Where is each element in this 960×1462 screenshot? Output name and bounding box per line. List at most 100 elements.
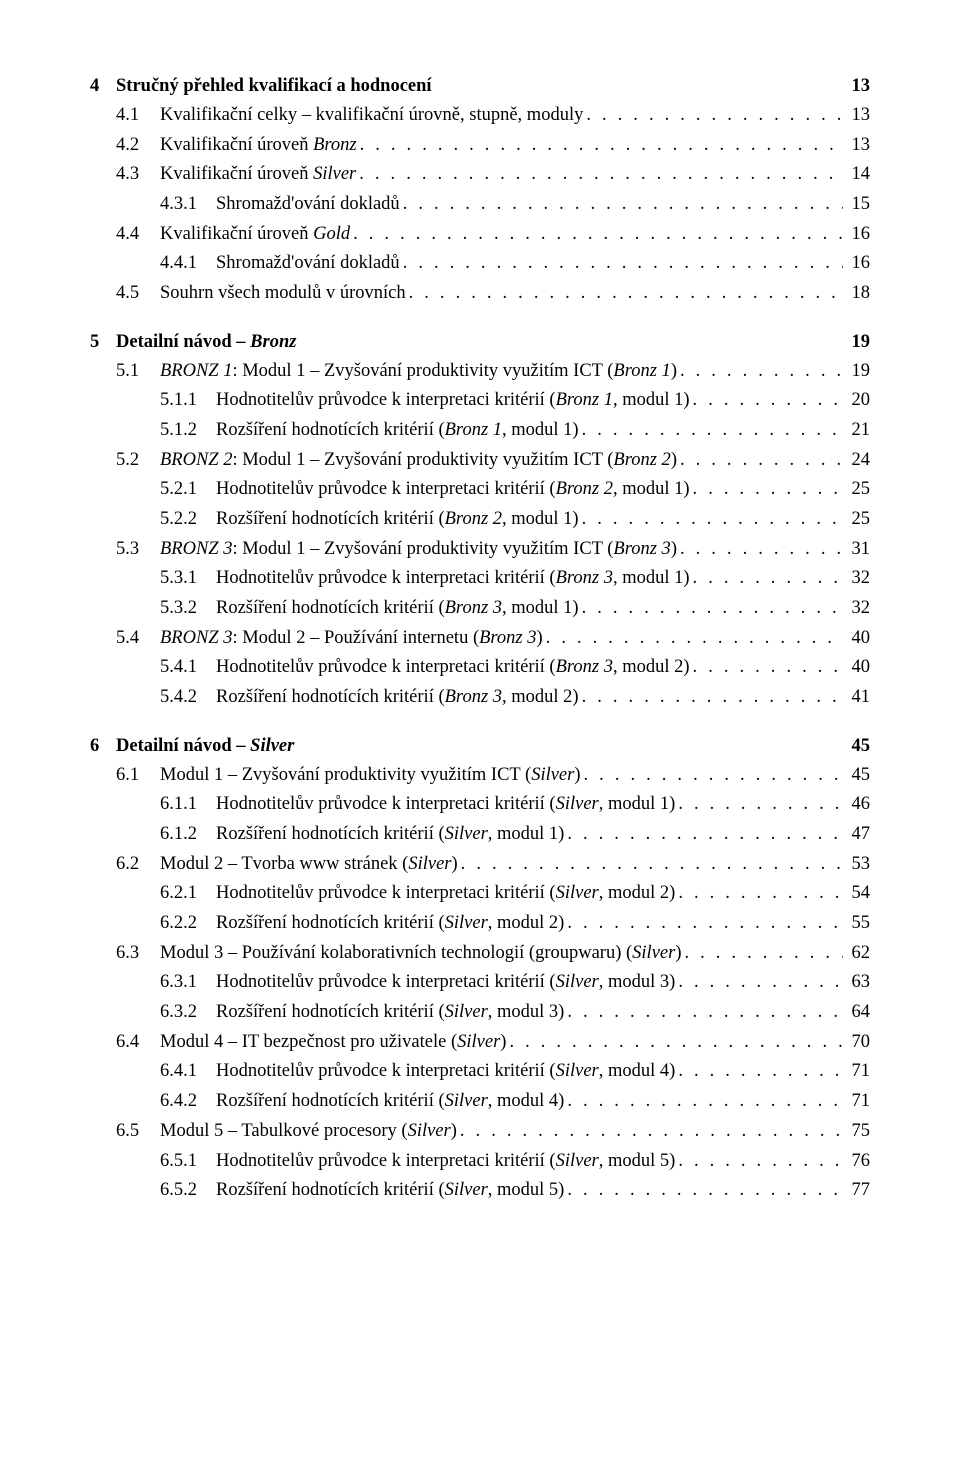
chapter-page: 45 (852, 736, 871, 757)
entry-page: 21 (846, 416, 871, 445)
leader-dots: . . . . . . . . . . . . . . . . . . . . … (359, 160, 842, 189)
entry-number: 5.3.2 (160, 594, 216, 623)
entry-number: 6.5.1 (160, 1147, 216, 1176)
chapter-title: Detailní návod – Silver (116, 736, 294, 757)
entry-number: 6.5 (116, 1117, 160, 1146)
entry-page: 77 (846, 1176, 871, 1205)
chapter-title: Detailní návod – Bronz (116, 332, 296, 353)
entry-number: 4.4.1 (160, 249, 216, 278)
entry-number: 5.2.2 (160, 505, 216, 534)
entry-label: Modul 5 – Tabulkové procesory (Silver) (160, 1117, 457, 1146)
entry-page: 45 (846, 761, 871, 790)
entry-page: 71 (846, 1057, 871, 1086)
entry-page: 19 (846, 357, 871, 386)
leader-dots: . . . . . . . . . . . . . . . . . . . . … (409, 279, 843, 308)
leader-dots: . . . . . . . . . . . . . . . . . . . . … (360, 131, 843, 160)
leader-dots: . . . . . . . . . . . . . . . . . . . . … (353, 220, 842, 249)
leader-dots: . . . . . . . . . . . . . . . . . . . . … (584, 761, 843, 790)
entry-number: 5.1 (116, 357, 160, 386)
toc-entry: 5.2BRONZ 2: Modul 1 – Zvyšování produkti… (90, 446, 870, 475)
entry-number: 6.1.2 (160, 820, 216, 849)
entry-label: Rozšíření hodnotících kritérií (Bronz 3,… (216, 594, 579, 623)
leader-dots: . . . . . . . . . . . . . . . . . . . . … (678, 968, 842, 997)
toc-entry: 4.3Kvalifikační úroveň Silver. . . . . .… (90, 160, 870, 189)
leader-dots: . . . . . . . . . . . . . . . . . . . . … (693, 386, 843, 415)
toc-entry: 4.3.1Shromažd'ování dokladů. . . . . . .… (90, 190, 870, 219)
toc-entry: 6.2.1Hodnotitelův průvodce k interpretac… (90, 879, 870, 908)
entry-number: 4.4 (116, 220, 160, 249)
toc-chapter: 5Detailní návod – Bronz19 (90, 332, 870, 353)
chapter-number: 5 (90, 332, 116, 353)
leader-dots: . . . . . . . . . . . . . . . . . . . . … (567, 909, 842, 938)
leader-dots: . . . . . . . . . . . . . . . . . . . . … (680, 446, 843, 475)
chapter-title: Stručný přehled kvalifikací a hodnocení (116, 76, 432, 97)
leader-dots: . . . . . . . . . . . . . . . . . . . . … (678, 1147, 842, 1176)
entry-label: Hodnotitelův průvodce k interpretaci kri… (216, 1057, 675, 1086)
leader-dots: . . . . . . . . . . . . . . . . . . . . … (693, 653, 843, 682)
leader-dots: . . . . . . . . . . . . . . . . . . . . … (567, 998, 842, 1027)
entry-page: 75 (846, 1117, 871, 1146)
leader-dots: . . . . . . . . . . . . . . . . . . . . … (678, 879, 842, 908)
entry-number: 5.3.1 (160, 564, 216, 593)
entry-label: Hodnotitelův průvodce k interpretaci kri… (216, 564, 690, 593)
entry-number: 6.3.2 (160, 998, 216, 1027)
toc-entry: 4.1Kvalifikační celky – kvalifikační úro… (90, 101, 870, 130)
entry-label: Rozšíření hodnotících kritérií (Bronz 1,… (216, 416, 579, 445)
entry-number: 4.3 (116, 160, 160, 189)
leader-dots: . . . . . . . . . . . . . . . . . . . . … (582, 505, 843, 534)
entry-number: 6.1.1 (160, 790, 216, 819)
toc-entry: 6.4.1Hodnotitelův průvodce k interpretac… (90, 1057, 870, 1086)
entry-page: 53 (846, 850, 871, 879)
entry-number: 5.4.1 (160, 653, 216, 682)
entry-label: Hodnotitelův průvodce k interpretaci kri… (216, 1147, 675, 1176)
leader-dots: . . . . . . . . . . . . . . . . . . . . … (680, 357, 843, 386)
entry-number: 6.2.1 (160, 879, 216, 908)
toc-entry: 6.2.2Rozšíření hodnotících kritérií (Sil… (90, 909, 870, 938)
entry-page: 13 (846, 101, 871, 130)
entry-page: 71 (846, 1087, 871, 1116)
entry-page: 76 (846, 1147, 871, 1176)
entry-page: 55 (846, 909, 871, 938)
entry-label: Modul 1 – Zvyšování produktivity využití… (160, 761, 581, 790)
entry-number: 5.4 (116, 624, 160, 653)
entry-label: Hodnotitelův průvodce k interpretaci kri… (216, 790, 675, 819)
entry-label: Kvalifikační úroveň Silver (160, 160, 356, 189)
leader-dots: . . . . . . . . . . . . . . . . . . . . … (582, 594, 843, 623)
toc-entry: 5.1BRONZ 1: Modul 1 – Zvyšování produkti… (90, 357, 870, 386)
entry-label: Shromažd'ování dokladů (216, 190, 400, 219)
toc-page: 4Stručný přehled kvalifikací a hodnocení… (0, 0, 960, 1258)
toc-entry: 6.4Modul 4 – IT bezpečnost pro uživatele… (90, 1028, 870, 1057)
entry-label: Rozšíření hodnotících kritérií (Bronz 3,… (216, 683, 579, 712)
toc-entry: 6.2Modul 2 – Tvorba www stránek (Silver)… (90, 850, 870, 879)
entry-page: 70 (846, 1028, 871, 1057)
entry-page: 63 (846, 968, 871, 997)
toc-entry: 4.4.1Shromažd'ování dokladů. . . . . . .… (90, 249, 870, 278)
leader-dots: . . . . . . . . . . . . . . . . . . . . … (460, 1117, 843, 1146)
toc-entry: 5.4BRONZ 3: Modul 2 – Používání internet… (90, 624, 870, 653)
entry-label: Rozšíření hodnotících kritérií (Bronz 2,… (216, 505, 579, 534)
leader-dots: . . . . . . . . . . . . . . . . . . . . … (582, 683, 843, 712)
entry-page: 40 (846, 653, 871, 682)
toc-entry: 6.4.2Rozšíření hodnotících kritérií (Sil… (90, 1087, 870, 1116)
leader-dots: . . . . . . . . . . . . . . . . . . . . … (461, 850, 843, 879)
entry-page: 64 (846, 998, 871, 1027)
toc-entry: 6.3.2Rozšíření hodnotících kritérií (Sil… (90, 998, 870, 1027)
entry-page: 40 (846, 624, 871, 653)
entry-label: Hodnotitelův průvodce k interpretaci kri… (216, 879, 675, 908)
leader-dots: . . . . . . . . . . . . . . . . . . . . … (546, 624, 843, 653)
entry-number: 6.2.2 (160, 909, 216, 938)
chapter-number: 4 (90, 76, 116, 97)
entry-label: Kvalifikační celky – kvalifikační úrovně… (160, 101, 583, 130)
entry-label: Modul 2 – Tvorba www stránek (Silver) (160, 850, 458, 879)
chapter-number: 6 (90, 736, 116, 757)
toc-entry: 4.2Kvalifikační úroveň Bronz. . . . . . … (90, 131, 870, 160)
entry-number: 6.1 (116, 761, 160, 790)
entry-label: Rozšíření hodnotících kritérií (Silver, … (216, 909, 564, 938)
toc-entry: 5.3BRONZ 3: Modul 1 – Zvyšování produkti… (90, 535, 870, 564)
entry-label: Souhrn všech modulů v úrovních (160, 279, 406, 308)
entry-page: 41 (846, 683, 871, 712)
leader-dots: . . . . . . . . . . . . . . . . . . . . … (586, 101, 842, 130)
entry-number: 5.2.1 (160, 475, 216, 504)
entry-label: Hodnotitelův průvodce k interpretaci kri… (216, 386, 690, 415)
entry-label: Modul 3 – Používání kolaborativních tech… (160, 939, 682, 968)
